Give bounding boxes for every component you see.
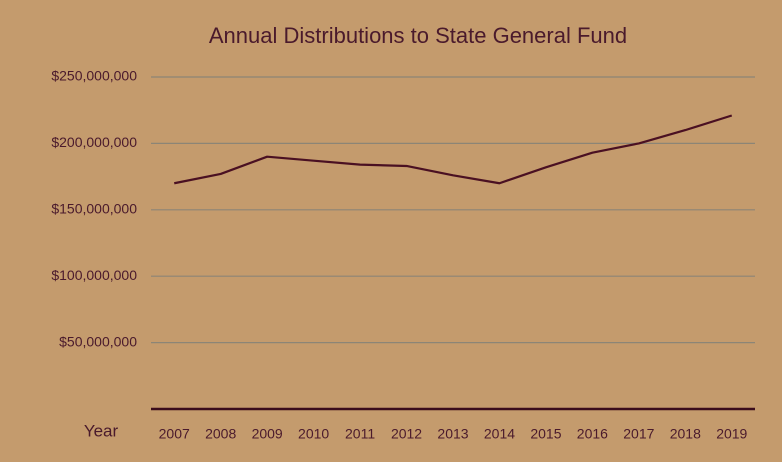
x-tick-label: 2016 xyxy=(577,426,608,442)
x-tick-label: 2011 xyxy=(345,426,375,442)
x-tick-label: 2018 xyxy=(670,426,701,442)
x-tick-label: 2017 xyxy=(623,426,654,442)
x-axis-label: Year xyxy=(84,421,119,440)
data-line xyxy=(174,114,733,185)
y-tick-label: $50,000,000 xyxy=(59,333,137,349)
x-tick-label: 2010 xyxy=(298,426,329,442)
chart-title: Annual Distributions to State General Fu… xyxy=(209,23,627,48)
x-tick-label: 2013 xyxy=(437,426,468,442)
x-tick-label: 2008 xyxy=(205,426,236,442)
x-tick-label: 2014 xyxy=(484,426,515,442)
y-tick-label: $250,000,000 xyxy=(51,68,137,84)
x-tick-label: 2009 xyxy=(252,426,283,442)
x-tick-label: 2007 xyxy=(159,426,190,442)
y-tick-label: $200,000,000 xyxy=(51,134,137,150)
x-tick-label: 2019 xyxy=(716,426,747,442)
y-tick-label: $100,000,000 xyxy=(51,267,137,283)
y-tick-label: $150,000,000 xyxy=(51,201,137,217)
x-tick-label: 2012 xyxy=(391,426,422,442)
x-tick-label: 2015 xyxy=(530,426,561,442)
